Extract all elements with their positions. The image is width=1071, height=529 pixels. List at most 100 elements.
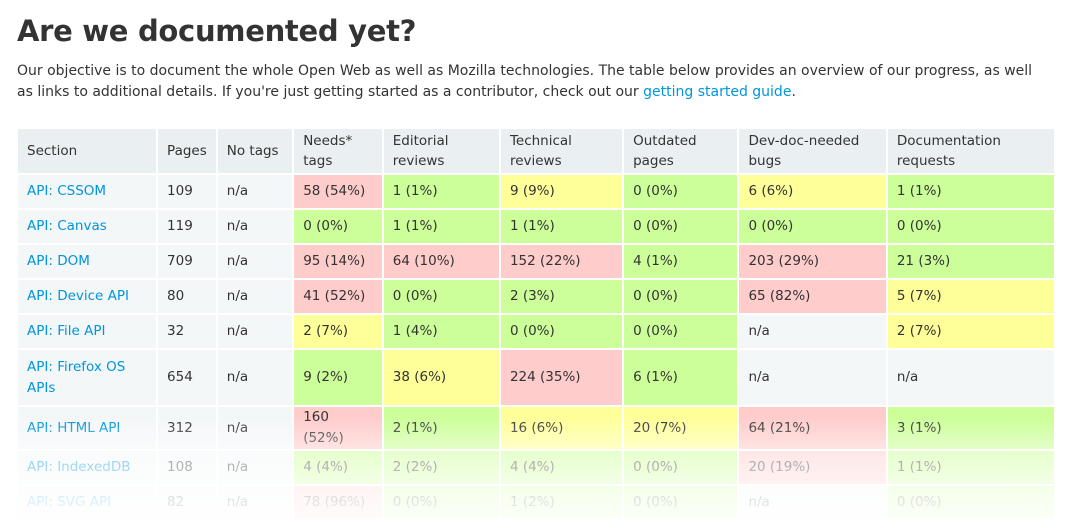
outdated-pages-cell: 0 (0%) <box>624 486 738 519</box>
dev-doc-needed-bugs-cell: 20 (19%) <box>739 451 886 484</box>
intro-text-end: . <box>791 84 796 100</box>
section-cell: API: Firefox OS APIs <box>18 350 157 405</box>
table-row: API: Firefox OS APIs 654 n/a 9 (2%) 38 (6%) 2… <box>18 350 1054 405</box>
editorial-reviews-cell: 1 (1%) <box>383 210 499 243</box>
dev-doc-needed-bugs-cell: n/a <box>739 350 886 405</box>
editorial-reviews-cell: 1 (1%) <box>383 175 499 208</box>
documentation-requests-cell: 0 (0%) <box>887 486 1054 519</box>
outdated-pages-cell: 0 (0%) <box>624 280 738 313</box>
documentation-requests-cell: 21 (3%) <box>887 245 1054 278</box>
table-row: API: CSSOM 109 n/a 58 (54%) 1 (1%) 9 (9%) 0 (0… <box>18 175 1054 208</box>
no-tags-cell: n/a <box>217 210 293 243</box>
needs-tags-cell: 160 (52%) <box>294 407 382 449</box>
header-editorial-reviews: Editorial reviews <box>383 129 499 173</box>
no-tags-cell: n/a <box>217 407 293 449</box>
header-outdated-pages: Outdated pages <box>624 129 738 173</box>
needs-tags-cell: 9 (2%) <box>294 350 382 405</box>
pages-cell: 82 <box>158 486 216 519</box>
dev-doc-needed-bugs-cell: n/a <box>739 486 886 519</box>
intro-paragraph: Our objective is to document the whole O… <box>17 61 1047 103</box>
table-row: API: HTML API 312 n/a 160 (52%) 2 (1%) 16 (6%… <box>18 407 1054 449</box>
editorial-reviews-cell: 0 (0%) <box>383 280 499 313</box>
section-cell: API: Canvas <box>18 210 157 243</box>
section-cell: API: DOM <box>18 245 157 278</box>
no-tags-cell: n/a <box>217 315 293 348</box>
dev-doc-needed-bugs-cell: 0 (0%) <box>739 210 886 243</box>
table-row: API: DOM 709 n/a 95 (14%) 64 (10%) 152 (22%) 4… <box>18 245 1054 278</box>
section-link[interactable]: API: IndexedDB <box>27 459 131 475</box>
section-link[interactable]: API: CSSOM <box>27 183 107 199</box>
documentation-requests-cell: 2 (7%) <box>887 315 1054 348</box>
section-link[interactable]: API: Firefox OS APIs <box>27 358 126 396</box>
no-tags-cell: n/a <box>217 280 293 313</box>
no-tags-cell: n/a <box>217 486 293 519</box>
header-needs-tags: Needs* tags <box>294 129 382 173</box>
technical-reviews-cell: 16 (6%) <box>500 407 623 449</box>
table-row: API: Canvas 119 n/a 0 (0%) 1 (1%) 1 (1%) 0 (0%… <box>18 210 1054 243</box>
outdated-pages-cell: 0 (0%) <box>624 315 738 348</box>
no-tags-cell: n/a <box>217 245 293 278</box>
documentation-requests-cell: 0 (0%) <box>887 210 1054 243</box>
pages-cell: 654 <box>158 350 216 405</box>
section-link[interactable]: API: SVG API <box>27 494 112 510</box>
section-cell: API: File API <box>18 315 157 348</box>
documentation-requests-cell: 1 (1%) <box>887 175 1054 208</box>
section-link[interactable]: API: File API <box>27 323 106 339</box>
table-row: API: Device API 80 n/a 41 (52%) 0 (0%) 2 (3%)… <box>18 280 1054 313</box>
documentation-requests-cell: 5 (7%) <box>887 280 1054 313</box>
needs-tags-cell: 0 (0%) <box>294 210 382 243</box>
needs-tags-cell: 95 (14%) <box>294 245 382 278</box>
header-section: Section <box>18 129 157 173</box>
needs-tags-cell: 78 (96%) <box>294 486 382 519</box>
dev-doc-needed-bugs-cell: 64 (21%) <box>739 407 886 449</box>
pages-cell: 32 <box>158 315 216 348</box>
table-row: API: SVG API 82 n/a 78 (96%) 0 (0%) 1 (2%) 0 (… <box>18 486 1054 519</box>
needs-tags-cell: 4 (4%) <box>294 451 382 484</box>
pages-cell: 80 <box>158 280 216 313</box>
dev-doc-needed-bugs-cell: 65 (82%) <box>739 280 886 313</box>
dev-doc-needed-bugs-cell: 6 (6%) <box>739 175 886 208</box>
technical-reviews-cell: 1 (1%) <box>500 210 623 243</box>
header-pages: Pages <box>158 129 216 173</box>
technical-reviews-cell: 224 (35%) <box>500 350 623 405</box>
dev-doc-needed-bugs-cell: 203 (29%) <box>739 245 886 278</box>
technical-reviews-cell: 1 (2%) <box>500 486 623 519</box>
editorial-reviews-cell: 1 (4%) <box>383 315 499 348</box>
no-tags-cell: n/a <box>217 451 293 484</box>
editorial-reviews-cell: 38 (6%) <box>383 350 499 405</box>
technical-reviews-cell: 4 (4%) <box>500 451 623 484</box>
needs-tags-cell: 2 (7%) <box>294 315 382 348</box>
pages-cell: 709 <box>158 245 216 278</box>
editorial-reviews-cell: 64 (10%) <box>383 245 499 278</box>
status-table-wrapper: Section Pages No tags Needs* tags Editor… <box>18 127 1056 527</box>
documentation-status-table: Section Pages No tags Needs* tags Editor… <box>18 127 1056 521</box>
header-no-tags: No tags <box>217 129 293 173</box>
documentation-requests-cell: 3 (1%) <box>887 407 1054 449</box>
intro-text: Our objective is to document the whole O… <box>17 63 1033 100</box>
editorial-reviews-cell: 2 (2%) <box>383 451 499 484</box>
pages-cell: 119 <box>158 210 216 243</box>
editorial-reviews-cell: 2 (1%) <box>383 407 499 449</box>
outdated-pages-cell: 6 (1%) <box>624 350 738 405</box>
technical-reviews-cell: 0 (0%) <box>500 315 623 348</box>
outdated-pages-cell: 0 (0%) <box>624 175 738 208</box>
section-link[interactable]: API: DOM <box>27 253 90 269</box>
technical-reviews-cell: 152 (22%) <box>500 245 623 278</box>
header-documentation-requests: Documentation requests <box>887 129 1054 173</box>
section-link[interactable]: API: Device API <box>27 288 130 304</box>
getting-started-guide-link[interactable]: getting started guide <box>643 84 792 100</box>
pages-cell: 312 <box>158 407 216 449</box>
section-link[interactable]: API: HTML API <box>27 419 121 436</box>
table-body: API: CSSOM 109 n/a 58 (54%) 1 (1%) 9 (9%) 0 (0… <box>18 175 1054 519</box>
pages-cell: 108 <box>158 451 216 484</box>
needs-tags-cell: 58 (54%) <box>294 175 382 208</box>
pages-cell: 109 <box>158 175 216 208</box>
dev-doc-needed-bugs-cell: n/a <box>739 315 886 348</box>
section-link[interactable]: API: Canvas <box>27 218 107 234</box>
outdated-pages-cell: 4 (1%) <box>624 245 738 278</box>
table-row: API: IndexedDB 108 n/a 4 (4%) 2 (2%) 4 (4%) 0 … <box>18 451 1054 484</box>
page-title: Are we documented yet? <box>17 14 417 48</box>
documentation-requests-cell: 1 (1%) <box>887 451 1054 484</box>
editorial-reviews-cell: 0 (0%) <box>383 486 499 519</box>
outdated-pages-cell: 0 (0%) <box>624 210 738 243</box>
